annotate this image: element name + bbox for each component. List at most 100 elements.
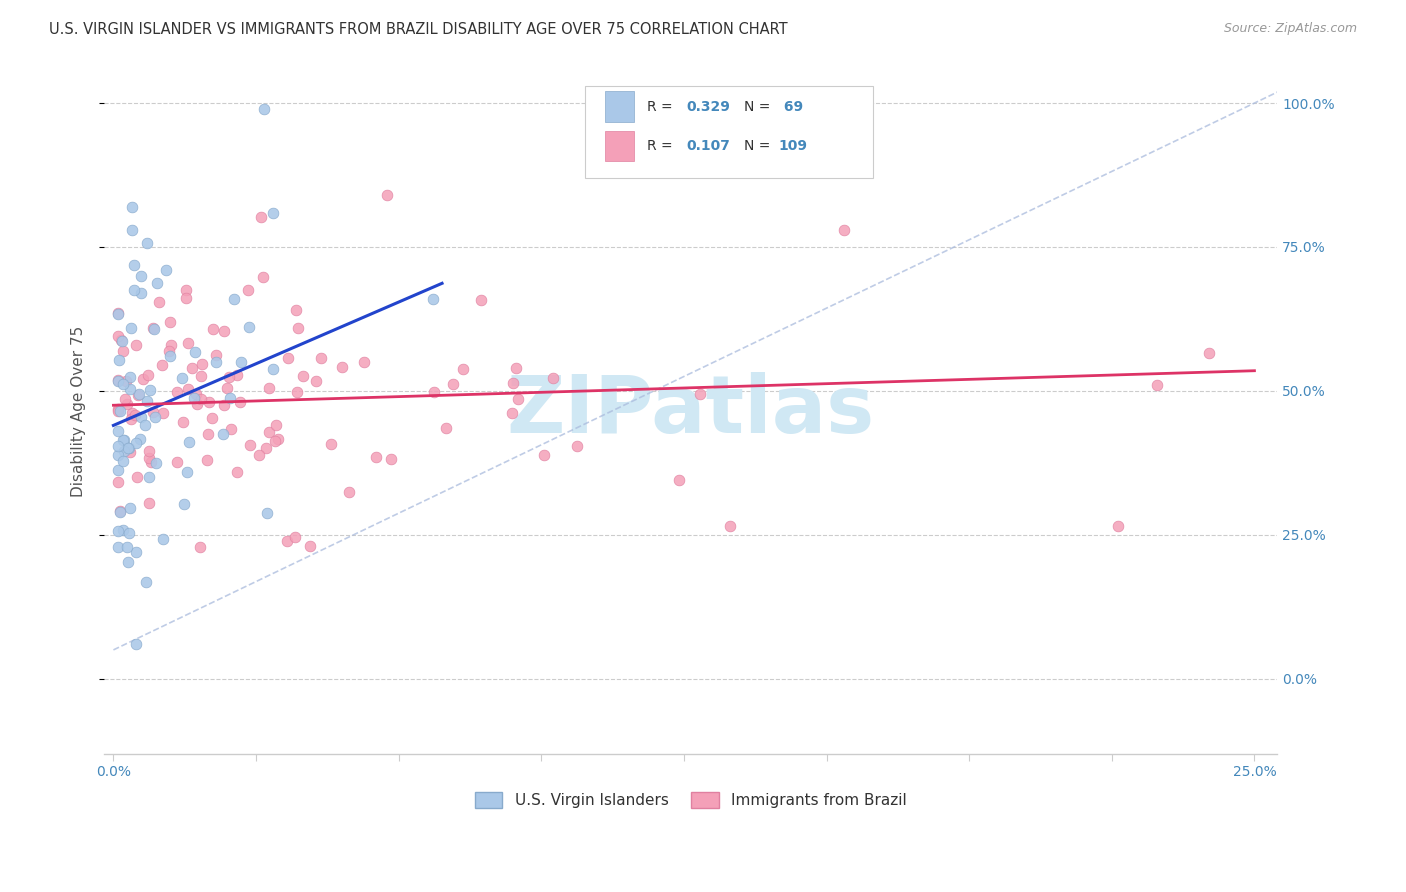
Point [107, 307, 129, 321]
Text: R =: R = [647, 139, 678, 153]
Bar [605, 131, 634, 161]
Point [152, 532, 174, 546]
Point [120, 383, 142, 397]
Point [107, 402, 129, 417]
Point [225, 368, 247, 383]
Point [190, 392, 212, 406]
Point [107, 373, 129, 387]
Point [145, 456, 167, 470]
Point [177, 335, 200, 350]
Point [138, 383, 160, 397]
Point [107, 448, 129, 462]
Point [184, 387, 207, 401]
Point [125, 545, 148, 559]
Point [309, 351, 332, 366]
Text: ZIPatlas: ZIPatlas [506, 372, 875, 450]
Point [451, 362, 474, 376]
Point [441, 376, 464, 391]
Point [111, 523, 134, 537]
Point [111, 344, 134, 359]
Point [177, 435, 200, 450]
Point [136, 394, 159, 409]
Point [125, 637, 148, 651]
Point [262, 362, 284, 376]
Point [337, 485, 360, 500]
Point [375, 188, 398, 202]
Point [111, 433, 134, 447]
Point [125, 436, 148, 450]
Point [423, 385, 446, 400]
Point [166, 385, 188, 400]
Point [115, 374, 138, 388]
Point [118, 501, 141, 516]
Y-axis label: Disability Age Over 75: Disability Age Over 75 [72, 326, 86, 497]
Point [1198, 346, 1220, 360]
Point [129, 409, 152, 424]
Point [366, 450, 388, 465]
Point [134, 418, 156, 433]
Text: N =: N = [744, 100, 770, 113]
Point [205, 355, 228, 369]
Point [201, 410, 224, 425]
Point [541, 371, 564, 385]
Point [174, 283, 197, 297]
Point [264, 434, 287, 449]
Point [107, 463, 129, 477]
Point [508, 392, 530, 406]
Point [121, 200, 143, 214]
Point [212, 325, 235, 339]
Point [285, 303, 308, 318]
Point [129, 432, 152, 446]
Point [115, 541, 138, 555]
Point [112, 434, 135, 448]
Text: 109: 109 [779, 139, 808, 153]
Point [172, 415, 194, 429]
Point [238, 319, 260, 334]
Point [330, 360, 353, 375]
Point [292, 368, 315, 383]
Point [239, 438, 262, 452]
Point [121, 412, 143, 426]
Point [135, 575, 157, 590]
Point [128, 386, 150, 401]
Point [107, 475, 129, 489]
Point [124, 408, 146, 422]
Point [111, 453, 134, 467]
Point [217, 381, 239, 395]
Point [155, 263, 177, 277]
Point [129, 285, 152, 300]
Point [110, 505, 132, 519]
Point [107, 403, 129, 417]
Point [138, 469, 160, 483]
Point [250, 211, 273, 225]
Point [184, 345, 207, 359]
Point [107, 540, 129, 554]
Point [249, 449, 271, 463]
Point [152, 406, 174, 420]
Point [212, 398, 235, 412]
Point [212, 427, 235, 442]
Point [353, 355, 375, 369]
Point [110, 333, 132, 347]
Point [127, 387, 149, 401]
Text: 0.107: 0.107 [686, 139, 730, 153]
Point [136, 235, 159, 250]
Point [219, 422, 242, 436]
Point [138, 444, 160, 458]
Point [121, 405, 143, 419]
Point [262, 206, 284, 220]
Point [145, 276, 167, 290]
Point [173, 497, 195, 511]
Point [422, 292, 444, 306]
Point [118, 525, 141, 540]
Text: Source: ZipAtlas.com: Source: ZipAtlas.com [1223, 22, 1357, 36]
Point [218, 370, 240, 384]
Text: R =: R = [647, 100, 678, 113]
Point [501, 406, 523, 420]
Point [287, 321, 309, 335]
Point [122, 283, 145, 297]
Point [142, 405, 165, 419]
Point [202, 322, 225, 336]
Point [107, 524, 129, 538]
Point [143, 322, 166, 336]
